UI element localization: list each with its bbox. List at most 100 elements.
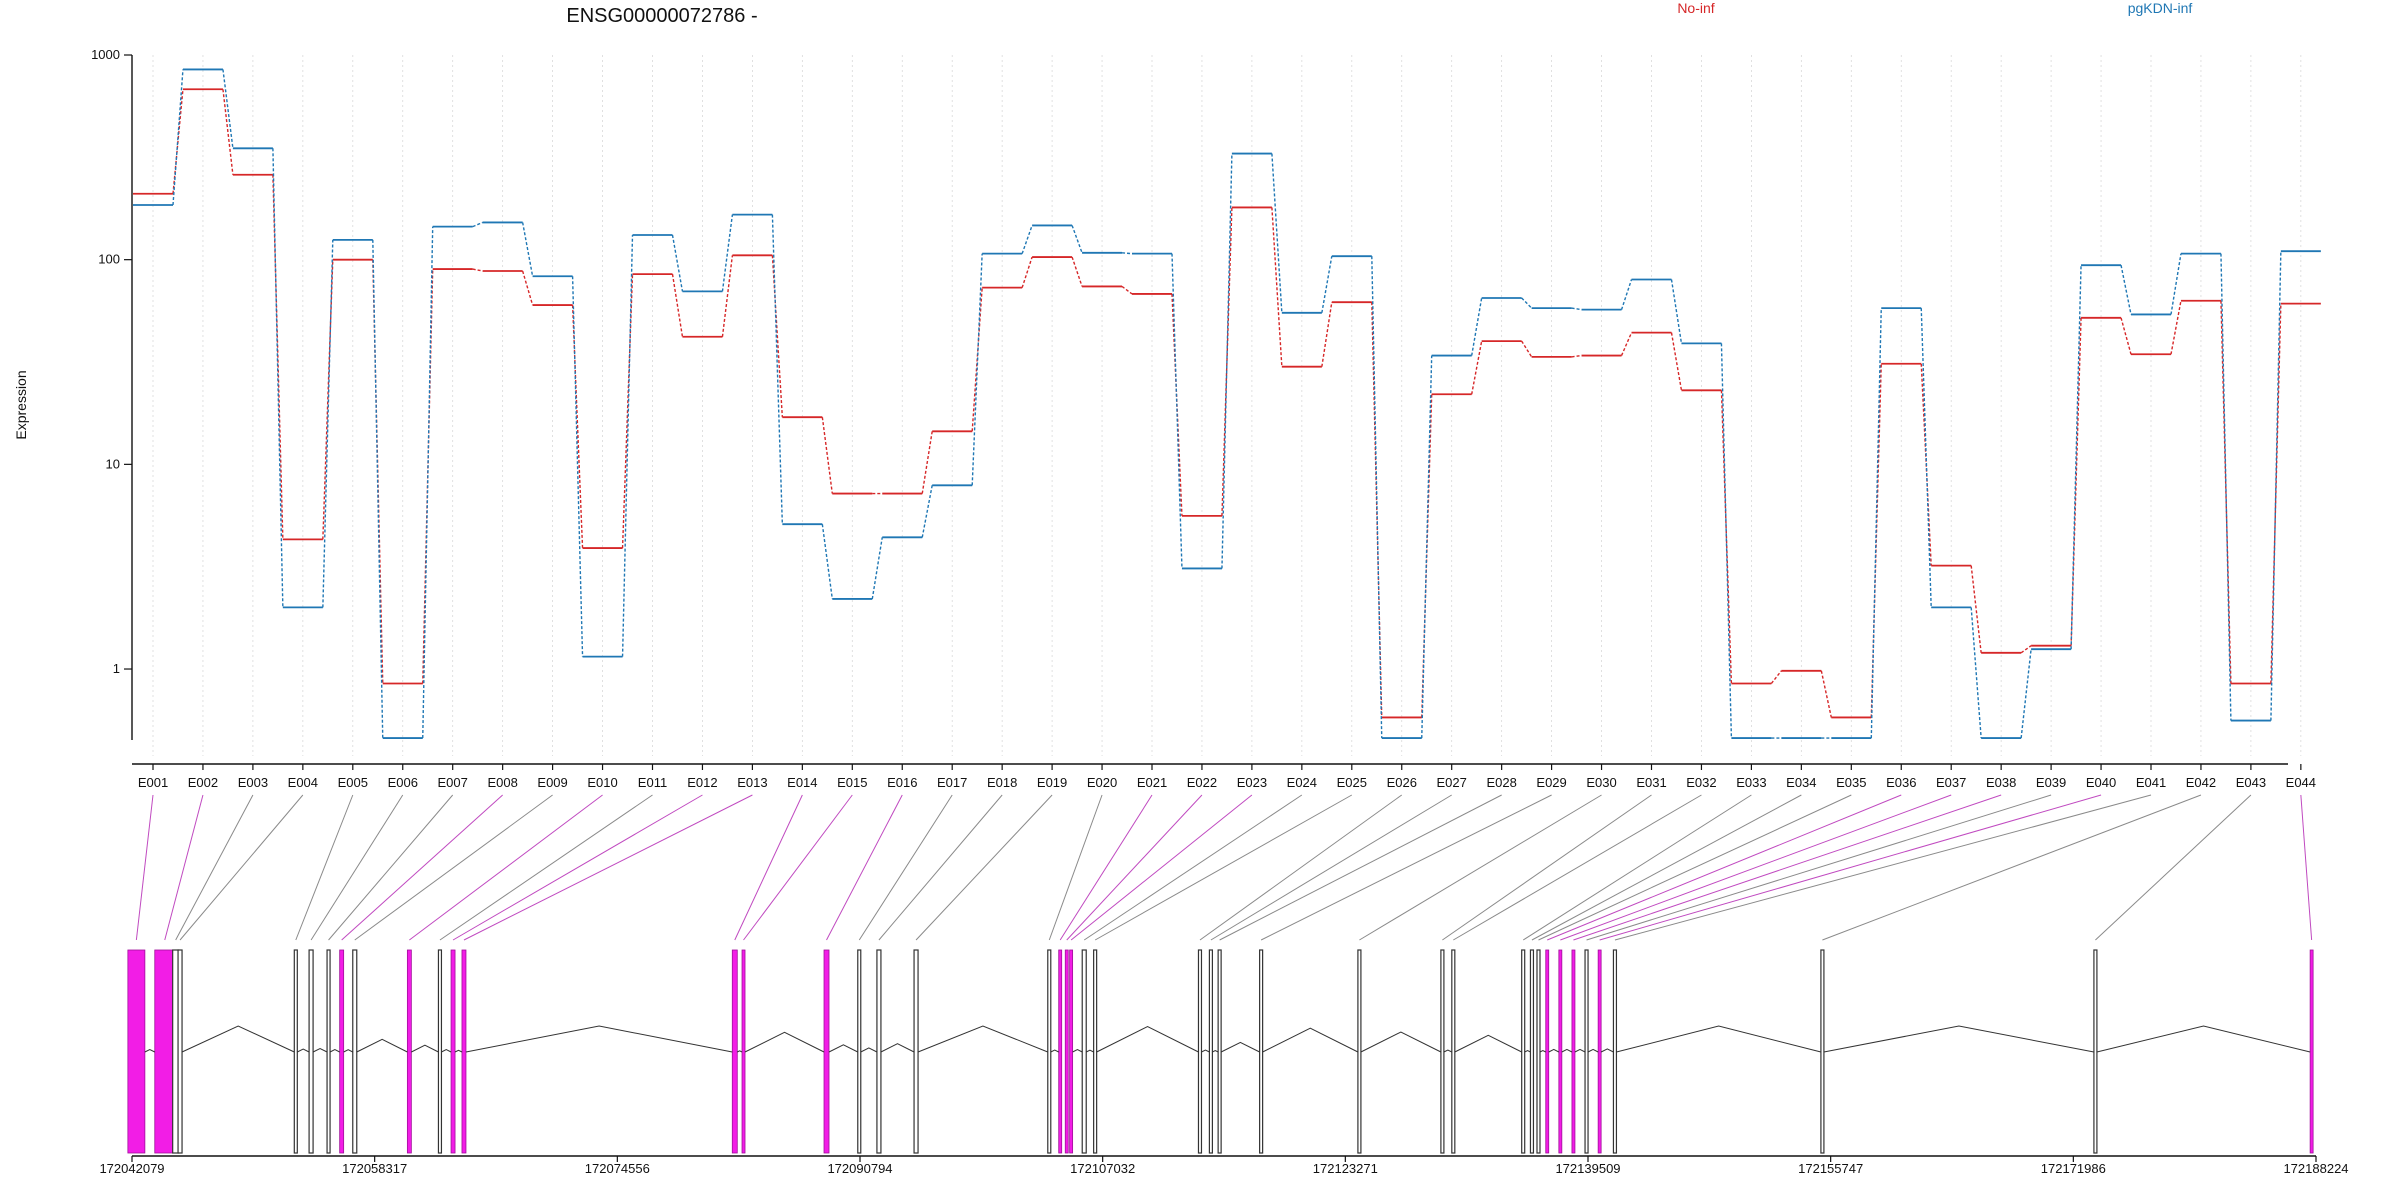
x-tick-label: E032 <box>1686 775 1716 790</box>
exon-box <box>177 949 183 1154</box>
exon-connector <box>1442 794 1652 941</box>
x-tick-label: E036 <box>1886 775 1916 790</box>
coordinate-tick-label: 172155747 <box>1798 1161 1863 1176</box>
series <box>133 68 2321 739</box>
exon-connector <box>1547 794 1902 941</box>
step-pgkdn-inf <box>921 485 933 538</box>
step-pgkdn-inf <box>1620 279 1633 310</box>
exon-box <box>1064 949 1069 1154</box>
x-tick-label: E038 <box>1986 775 2016 790</box>
exon-connector <box>1094 794 1353 941</box>
exon-connector <box>135 794 154 941</box>
x-tick-label: E008 <box>487 775 517 790</box>
exon-connector <box>743 794 853 941</box>
step-pgkdn-inf <box>172 69 184 206</box>
intron-line <box>181 1025 295 1053</box>
exon-connector <box>878 794 1003 941</box>
exon-box <box>2309 949 2314 1154</box>
intron-line <box>828 1044 858 1053</box>
exon-box <box>1093 949 1098 1154</box>
exon-box <box>731 949 738 1154</box>
intron-line <box>1561 1048 1573 1053</box>
exon-box <box>1529 949 1535 1154</box>
intron-line <box>1524 1050 1531 1053</box>
step-pgkdn-inf <box>2020 649 2032 739</box>
step-pgkdn-inf <box>1221 153 1233 569</box>
step-pgkdn-inf <box>1521 297 1533 309</box>
intron-line <box>1212 1050 1219 1053</box>
exon-box <box>1451 949 1456 1154</box>
coordinate-tick-label: 172123271 <box>1313 1161 1378 1176</box>
x-tick-label: E011 <box>638 775 667 790</box>
step-pgkdn-inf <box>1471 297 1483 356</box>
y-tick-label: 1000 <box>91 47 120 62</box>
exon-box <box>1597 949 1602 1154</box>
exon-connector <box>1586 794 2052 941</box>
x-tick-label: E031 <box>1636 775 1666 790</box>
coordinate-tick-label: 172058317 <box>342 1161 407 1176</box>
step-pgkdn-inf <box>1920 308 1932 608</box>
step-pgkdn-inf <box>821 524 833 600</box>
x-tick-label: E022 <box>1187 775 1217 790</box>
step-no-inf <box>521 270 534 306</box>
exon-box <box>154 949 176 1154</box>
intron-line <box>1360 1031 1442 1053</box>
step-no-inf <box>1221 207 1233 516</box>
intron-line <box>1443 1049 1453 1053</box>
exon-box <box>2093 949 2098 1154</box>
intron-line <box>343 1049 353 1053</box>
coordinate-tick-label: 172107032 <box>1070 1161 1135 1176</box>
step-pgkdn-inf <box>1071 225 1083 254</box>
intron-line <box>312 1047 328 1053</box>
gene-model: 172042079 172058317 172074556 172090794 1721… <box>99 949 2349 1176</box>
step-no-inf <box>921 431 933 494</box>
exon-box <box>461 949 467 1154</box>
step-pgkdn-inf <box>2220 253 2232 721</box>
step-pgkdn-inf <box>322 239 334 608</box>
y-tick-label: 10 <box>106 456 120 471</box>
exon-connector <box>734 794 803 941</box>
exon-box <box>450 949 456 1154</box>
exon-connector <box>295 794 354 941</box>
step-pgkdn-inf <box>1121 252 1133 255</box>
exon-box <box>406 949 412 1154</box>
exon-connector <box>354 794 553 941</box>
step-pgkdn-inf <box>1271 153 1283 313</box>
step-no-inf <box>1471 340 1483 395</box>
exon-connector <box>1453 794 1702 941</box>
step-pgkdn-inf <box>1171 253 1183 569</box>
step-no-inf <box>1571 354 1582 358</box>
step-pgkdn-inf <box>372 239 384 739</box>
exon-box <box>1069 949 1074 1154</box>
exon-connector <box>1538 794 1852 941</box>
exon-connector <box>1066 794 1203 941</box>
step-pgkdn-inf <box>1720 343 1733 739</box>
step-no-inf <box>621 274 634 549</box>
step-pgkdn-inf <box>2170 253 2182 315</box>
coordinate-tick-label: 172139509 <box>1555 1161 1620 1176</box>
intron-line <box>411 1044 439 1053</box>
step-pgkdn-inf <box>422 226 434 739</box>
step-no-inf <box>2020 645 2032 654</box>
x-tick-label: E017 <box>937 775 967 790</box>
x-tick-label: E015 <box>837 775 867 790</box>
step-pgkdn-inf <box>671 234 684 292</box>
x-tick-label: E026 <box>1387 775 1417 790</box>
x-tick-label: E016 <box>887 775 917 790</box>
exon-connector <box>2300 794 2313 941</box>
exon-box <box>127 949 146 1154</box>
step-pgkdn-inf <box>1870 308 1882 739</box>
exon-box <box>1558 949 1563 1154</box>
exon-connector <box>463 794 753 941</box>
x-tick-label: E030 <box>1586 775 1616 790</box>
exon-connector <box>1822 794 2202 941</box>
exon-box <box>1571 949 1576 1154</box>
intron-line <box>1050 1049 1059 1053</box>
exon-box <box>437 949 443 1154</box>
step-no-inf <box>1371 302 1383 718</box>
x-tick-label: E009 <box>537 775 567 790</box>
exon-connector <box>328 794 454 941</box>
step-pgkdn-inf <box>771 214 784 525</box>
step-pgkdn-inf <box>971 253 983 486</box>
step-no-inf <box>2220 300 2232 684</box>
